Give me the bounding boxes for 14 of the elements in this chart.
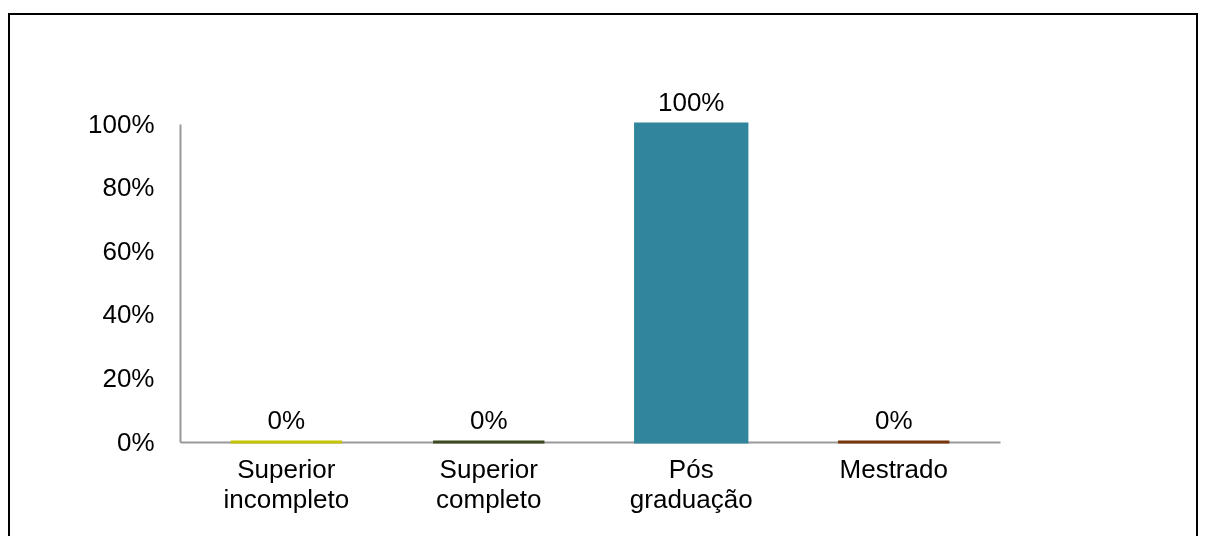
x-tick-label: Superior incompleto (223, 453, 350, 514)
y-tick-label: 0% (116, 426, 155, 457)
x-tick-label: Pós graduação (629, 453, 753, 514)
x-tick-label: Superior completo (436, 453, 542, 514)
data-label: 0% (267, 405, 306, 435)
data-label: 0% (874, 405, 913, 435)
y-tick-label: 60% (102, 235, 155, 266)
y-tick-label: 40% (102, 299, 155, 330)
data-label: 0% (469, 405, 508, 435)
y-tick-label: 80% (102, 172, 155, 203)
y-tick-label: 20% (102, 362, 155, 393)
x-tick-label: Mestrado (839, 453, 948, 484)
data-label: 100% (657, 87, 725, 117)
y-tick-label: 100% (88, 108, 155, 139)
